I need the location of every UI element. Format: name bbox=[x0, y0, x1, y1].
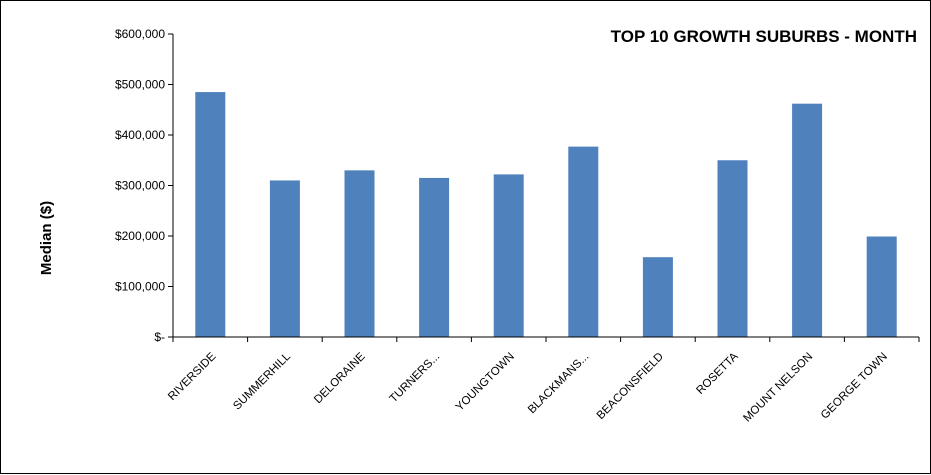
x-tick-label: BLACKMANS... bbox=[526, 351, 591, 416]
y-axis-ticks: $- $100,000 $200,000 $300,000 $400,000 $500,0… bbox=[115, 27, 173, 344]
bar bbox=[195, 92, 225, 337]
x-tick-label: ROSETTA bbox=[694, 350, 741, 397]
bar bbox=[718, 160, 748, 337]
x-tick-label: MOUNT NELSON bbox=[741, 351, 815, 425]
bar bbox=[867, 237, 897, 337]
y-tick-label: $200,000 bbox=[115, 229, 165, 243]
bar bbox=[643, 257, 673, 337]
chart-title: TOP 10 GROWTH SUBURBS - MONTH bbox=[611, 27, 917, 46]
x-axis-labels: RIVERSIDE SUMMERHILL DELORAINE TURNERS... YO… bbox=[166, 337, 919, 424]
x-tick-label: YOUNGTOWN bbox=[454, 351, 517, 414]
y-tick-label: $- bbox=[154, 330, 165, 344]
bars bbox=[195, 92, 896, 337]
x-tick-label: DELORAINE bbox=[312, 350, 368, 406]
x-tick-label: SUMMERHILL bbox=[231, 350, 293, 412]
bar bbox=[419, 178, 449, 337]
y-tick-label: $500,000 bbox=[115, 78, 165, 92]
x-tick-label: RIVERSIDE bbox=[166, 350, 219, 403]
y-tick-label: $600,000 bbox=[115, 27, 165, 41]
bar bbox=[792, 104, 822, 337]
bar bbox=[568, 147, 598, 337]
y-tick-label: $100,000 bbox=[115, 280, 165, 294]
x-tick-label: GEORGE TOWN bbox=[819, 351, 890, 422]
bar bbox=[494, 174, 524, 337]
x-tick-label: BEACONSFIELD bbox=[595, 351, 666, 422]
y-tick-label: $400,000 bbox=[115, 128, 165, 142]
bar bbox=[270, 180, 300, 337]
x-tick-label: TURNERS... bbox=[388, 351, 443, 406]
y-axis-label: Median ($) bbox=[38, 201, 55, 275]
y-tick-label: $300,000 bbox=[115, 179, 165, 193]
bar bbox=[345, 170, 375, 337]
